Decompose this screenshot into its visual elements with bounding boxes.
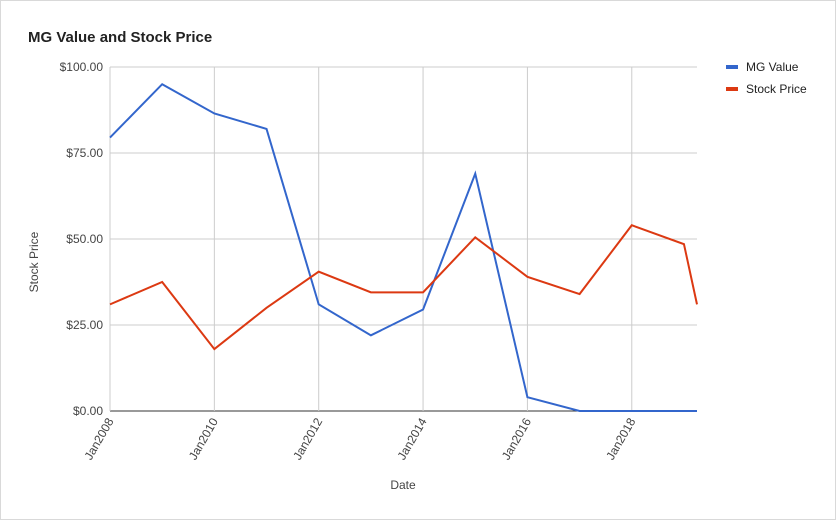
legend-swatch xyxy=(726,87,738,91)
legend-swatch xyxy=(726,65,738,69)
plot xyxy=(109,82,698,412)
y-tick-label: $25.00 xyxy=(66,318,103,332)
legend: MG Value Stock Price xyxy=(726,60,807,96)
y-tick-label: $50.00 xyxy=(66,232,103,246)
series-line xyxy=(109,224,698,351)
legend-label: Stock Price xyxy=(746,82,807,96)
legend-label: MG Value xyxy=(746,60,799,74)
x-axis-label: Date xyxy=(390,478,416,492)
chart-title: MG Value and Stock Price xyxy=(28,29,212,46)
y-axis-label: Stock Price xyxy=(27,231,41,292)
y-tick-label: $75.00 xyxy=(66,146,103,160)
series-line xyxy=(109,82,697,412)
y-tick-label: $0.00 xyxy=(73,404,103,418)
y-tick-label: $100.00 xyxy=(60,60,104,74)
